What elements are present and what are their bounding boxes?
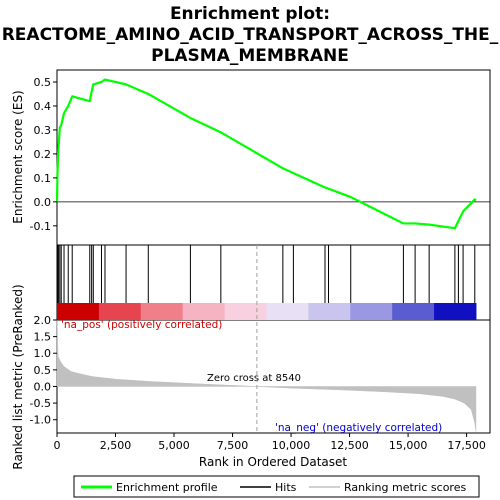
chart-title-line-1: Enrichment plot: — [170, 4, 330, 24]
heat-bar-segment — [224, 303, 267, 320]
heat-bar-segment — [266, 303, 309, 320]
x-ticks: 0 2,500 5,000 7,500 10,000 12,500 15,000 17,500 — [54, 433, 486, 452]
ranked-metric-fill — [56, 319, 477, 432]
x-tick-label: 7,500 — [217, 439, 249, 452]
heat-bar-segment — [350, 303, 393, 320]
heat-bar-segment — [392, 303, 435, 320]
ranked-metric-area — [56, 319, 477, 432]
pos-correlated-label: 'na_pos' (positively correlated) — [61, 319, 222, 331]
legend-label-hits: Hits — [275, 481, 297, 494]
x-tick-label: 5,000 — [158, 439, 190, 452]
legend-frame — [73, 475, 480, 498]
es-y-axis-label: Enrichment score (ES) — [11, 90, 25, 223]
ranked-y-axis-label: Ranked list metric (PreRanked) — [11, 284, 25, 469]
es-profile-area — [55, 78, 490, 230]
legend-label-profile: Enrichment profile — [116, 481, 218, 494]
legend-label-metric: Ranking metric scores — [344, 481, 466, 494]
ranked-y-tick-label: -1.0 — [30, 414, 51, 427]
es-y-tick-label: 0.2 — [34, 148, 52, 161]
es-y-tick-label: 0.5 — [34, 76, 52, 89]
legend: Enrichment profile Hits Ranking metric s… — [73, 475, 480, 498]
ranked-y-tick-label: 1.0 — [34, 347, 52, 360]
x-axis-label: Rank in Ordered Dataset — [199, 455, 347, 469]
heat-bar-segment — [98, 303, 142, 320]
es-y-tick-label: -0.1 — [30, 220, 51, 233]
ranked-y-ticks: -1.0 -0.5 0.0 0.5 1.0 1.5 2.0 — [30, 314, 57, 427]
es-y-ticks: -0.1 0.0 0.1 0.2 0.3 0.4 0.5 — [30, 76, 57, 233]
heat-bar-segment — [434, 303, 477, 320]
x-tick-label: 17,500 — [447, 439, 486, 452]
ranked-y-tick-label: 0.5 — [34, 364, 52, 377]
enrichment-profile-line — [55, 78, 477, 230]
ranked-y-tick-label: 1.5 — [34, 331, 52, 344]
ranked-y-tick-label: 2.0 — [34, 314, 52, 327]
es-y-tick-label: 0.0 — [34, 196, 52, 209]
ranked-y-tick-label: -0.5 — [30, 397, 51, 410]
heat-bar — [57, 303, 477, 320]
chart-title-line-3: PLASMA_MEMBRANE — [151, 46, 349, 66]
es-y-tick-label: 0.1 — [34, 172, 52, 185]
chart-title-line-2: REACTOME_AMINO_ACID_TRANSPORT_ACROSS_THE… — [2, 25, 499, 45]
es-panel-frame — [56, 69, 491, 246]
x-tick-label: 0 — [54, 439, 61, 452]
ranked-y-tick-label: 0.0 — [34, 380, 52, 393]
heat-bar-segment — [182, 303, 226, 320]
heat-bar-segment — [140, 303, 184, 320]
hit-markers — [56, 245, 476, 303]
neg-correlated-label: 'na_neg' (negatively correlated) — [275, 422, 442, 434]
x-tick-label: 15,000 — [389, 439, 428, 452]
heat-bar-segment — [57, 303, 100, 320]
x-tick-label: 10,000 — [272, 439, 311, 452]
zero-cross-label: Zero cross at 8540 — [207, 373, 301, 384]
x-tick-label: 2,500 — [100, 439, 132, 452]
heat-bar-segment — [308, 303, 351, 320]
x-tick-label: 12,500 — [330, 439, 369, 452]
es-y-tick-label: 0.4 — [34, 100, 52, 113]
es-y-tick-label: 0.3 — [34, 124, 52, 137]
